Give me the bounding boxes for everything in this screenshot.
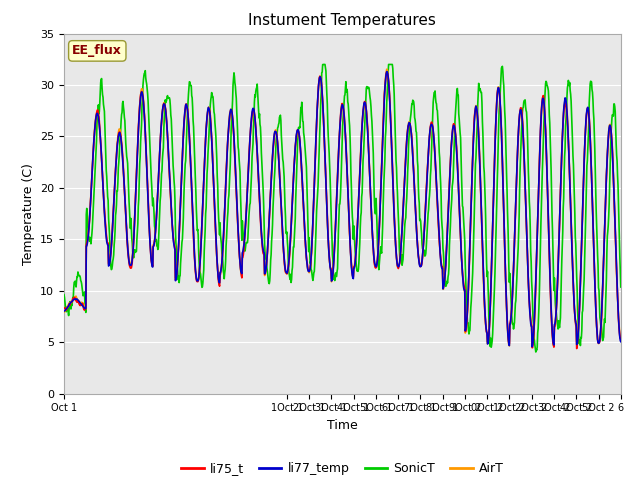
Title: Instument Temperatures: Instument Temperatures (248, 13, 436, 28)
Text: EE_flux: EE_flux (72, 44, 122, 58)
Legend: li75_t, li77_temp, SonicT, AirT: li75_t, li77_temp, SonicT, AirT (176, 457, 509, 480)
X-axis label: Time: Time (327, 419, 358, 432)
Y-axis label: Temperature (C): Temperature (C) (22, 163, 35, 264)
